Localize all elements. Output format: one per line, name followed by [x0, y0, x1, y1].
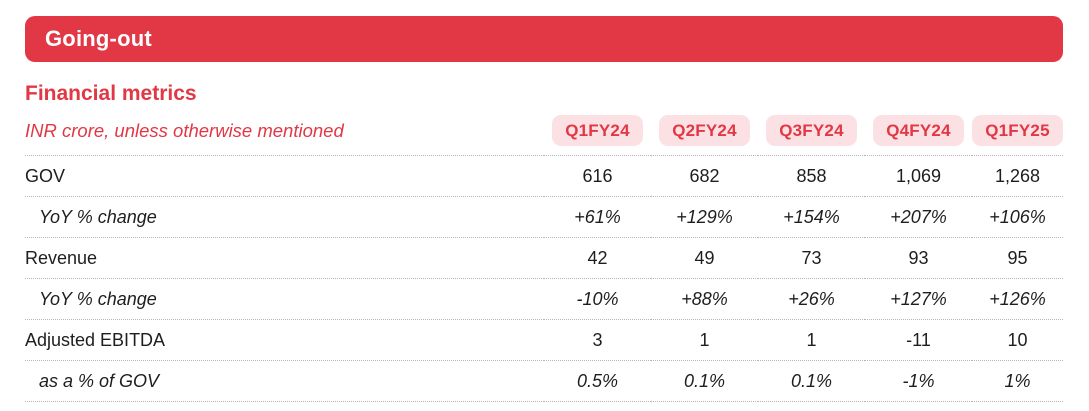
- metric-value: 3: [544, 319, 651, 361]
- financial-metrics-table: INR crore, unless otherwise mentioned Q1…: [25, 108, 1063, 402]
- column-header: Q4FY24: [865, 108, 972, 156]
- row-label: YoY % change: [25, 278, 544, 320]
- metric-value: +26%: [758, 278, 865, 320]
- metric-value: +207%: [865, 196, 972, 238]
- row-label: Adjusted EBITDA: [25, 319, 544, 361]
- column-header: Q3FY24: [758, 108, 865, 156]
- row-label: as a % of GOV: [25, 360, 544, 402]
- metric-value: -1%: [865, 360, 972, 402]
- table-row: as a % of GOV 0.5% 0.1% 0.1% -1% 1%: [25, 360, 1063, 402]
- column-header: Q2FY24: [651, 108, 758, 156]
- metric-value: 0.5%: [544, 360, 651, 402]
- metric-value: 1,268: [972, 155, 1063, 197]
- table-row: GOV 616 682 858 1,069 1,268: [25, 155, 1063, 197]
- metric-value: 682: [651, 155, 758, 197]
- metric-value: 42: [544, 237, 651, 279]
- column-header-pill: Q3FY24: [766, 115, 857, 146]
- metric-value: 95: [972, 237, 1063, 279]
- metric-value: 616: [544, 155, 651, 197]
- column-header-pill: Q4FY24: [873, 115, 964, 146]
- metric-value: +129%: [651, 196, 758, 238]
- row-label: GOV: [25, 155, 544, 197]
- table-row: YoY % change +61% +129% +154% +207% +106…: [25, 196, 1063, 238]
- row-label: YoY % change: [25, 196, 544, 238]
- column-header-pill: Q1FY24: [552, 115, 643, 146]
- column-header-pill: Q2FY24: [659, 115, 750, 146]
- metric-value: 73: [758, 237, 865, 279]
- table-row: YoY % change -10% +88% +26% +127% +126%: [25, 278, 1063, 320]
- metric-value: 0.1%: [651, 360, 758, 402]
- table-subtitle: INR crore, unless otherwise mentioned: [25, 119, 344, 141]
- table-header-row: INR crore, unless otherwise mentioned Q1…: [25, 108, 1063, 156]
- metric-value: 10: [972, 319, 1063, 361]
- metric-value: +127%: [865, 278, 972, 320]
- metrics-table-body: GOV 616 682 858 1,069 1,268 YoY % change…: [25, 155, 1063, 402]
- metric-value: -10%: [544, 278, 651, 320]
- column-header-pill: Q1FY25: [972, 115, 1063, 146]
- banner-title: Going-out: [45, 26, 152, 51]
- metric-value: -11: [865, 319, 972, 361]
- metric-value: 1,069: [865, 155, 972, 197]
- section-banner: Going-out: [25, 16, 1063, 62]
- section-title: Financial metrics: [25, 82, 197, 105]
- row-label: Revenue: [25, 237, 544, 279]
- metric-value: 1%: [972, 360, 1063, 402]
- metric-value: 0.1%: [758, 360, 865, 402]
- metric-value: 49: [651, 237, 758, 279]
- metric-value: 1: [651, 319, 758, 361]
- metric-value: +61%: [544, 196, 651, 238]
- metric-value: +88%: [651, 278, 758, 320]
- metric-value: +126%: [972, 278, 1063, 320]
- column-header: Q1FY25: [972, 108, 1063, 156]
- column-header: Q1FY24: [544, 108, 651, 156]
- metric-value: 858: [758, 155, 865, 197]
- metric-value: 1: [758, 319, 865, 361]
- table-row: Adjusted EBITDA 3 1 1 -11 10: [25, 319, 1063, 361]
- metric-value: +106%: [972, 196, 1063, 238]
- table-row: Revenue 42 49 73 93 95: [25, 237, 1063, 279]
- metric-value: +154%: [758, 196, 865, 238]
- metric-value: 93: [865, 237, 972, 279]
